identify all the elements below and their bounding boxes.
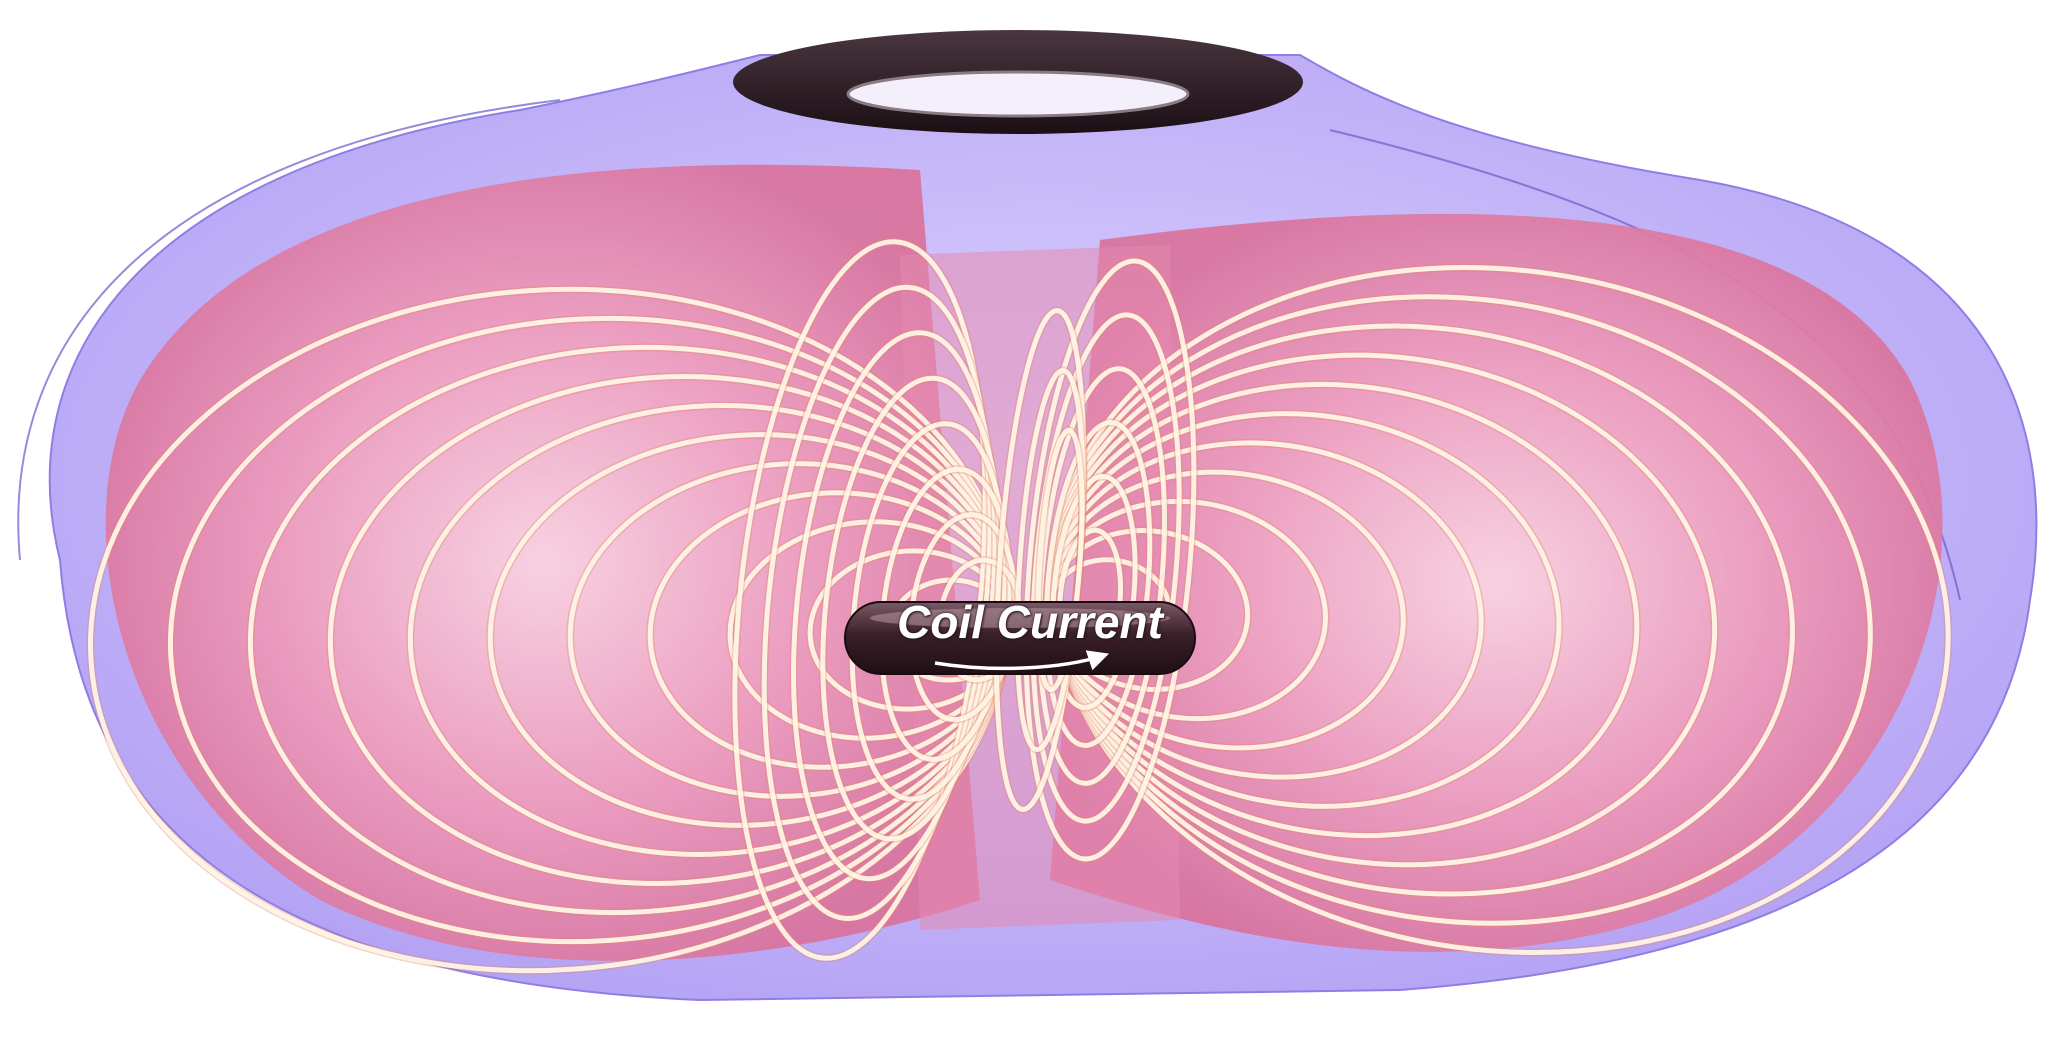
top-ring: [733, 30, 1303, 134]
cavity-left-lobe: [105, 164, 980, 961]
current-arrow-icon: [934, 650, 1109, 671]
field-lines-right: [1022, 257, 1953, 957]
outer-shell-rim: [17, 99, 561, 561]
field-line-right-sheet: [1030, 312, 1182, 824]
field-line-center: [1035, 427, 1085, 693]
coil-current-label: Coil Current: [897, 596, 1163, 648]
field-line-right-sheet: [1037, 366, 1167, 786]
field-lines-center: [992, 306, 1088, 814]
field-line-right-sheet: [1043, 420, 1153, 748]
cavity-right-lobe: [1050, 213, 1943, 952]
field-line-right-sheet: [1023, 258, 1197, 862]
field-line-right-sheet: [1050, 473, 1138, 711]
